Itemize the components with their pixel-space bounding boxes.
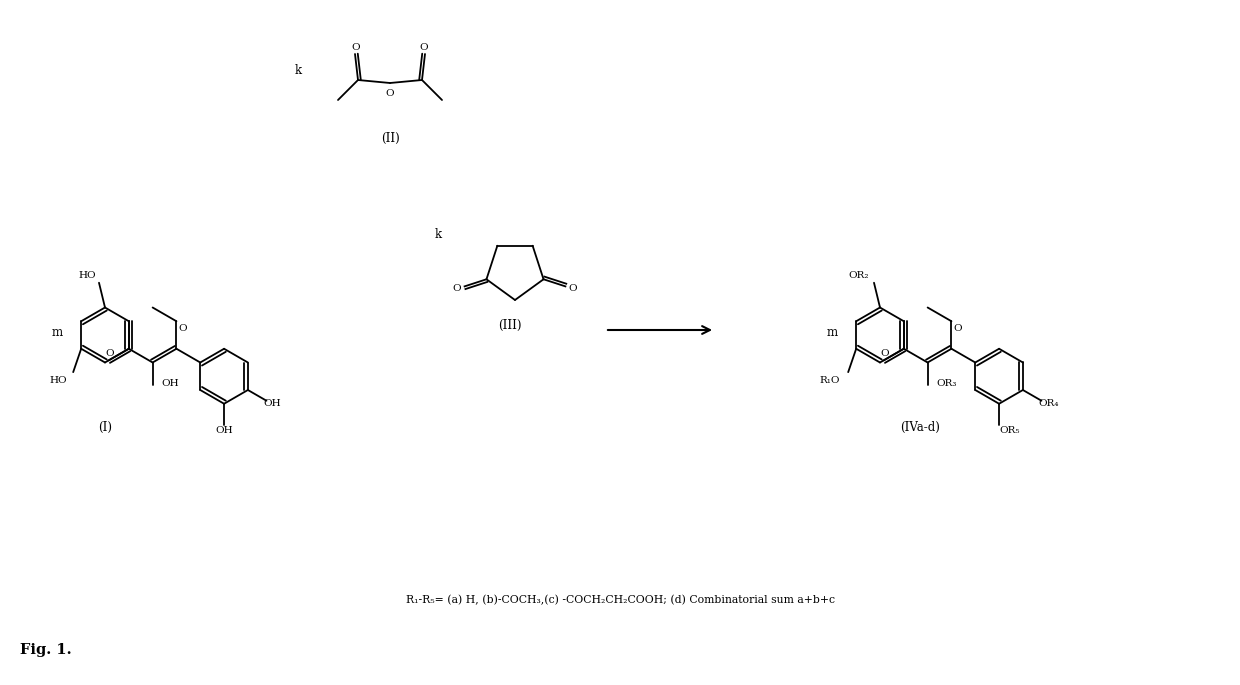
Text: OR₅: OR₅	[999, 425, 1019, 435]
Text: O: O	[179, 324, 187, 333]
Text: (I): (I)	[98, 421, 112, 434]
Text: OH: OH	[216, 425, 233, 435]
Text: k: k	[435, 229, 443, 242]
Text: OR₄: OR₄	[1039, 399, 1059, 408]
Text: O: O	[419, 42, 428, 51]
Text: R₁-R₅= (a) H, (b)-COCH₃,(c) -COCH₂CH₂COOH; (d) Combinatorial sum a+b+c: R₁-R₅= (a) H, (b)-COCH₃,(c) -COCH₂CH₂COO…	[405, 595, 835, 605]
Text: OH: OH	[264, 399, 281, 408]
Text: (ΙΙΙ): (ΙΙΙ)	[498, 319, 522, 332]
Text: R₁O: R₁O	[820, 375, 841, 384]
Text: OH: OH	[161, 379, 180, 388]
Text: Fig. 1.: Fig. 1.	[20, 643, 72, 657]
Text: O: O	[386, 88, 394, 97]
Text: O: O	[453, 284, 461, 293]
Text: k: k	[295, 64, 303, 77]
Text: O: O	[954, 324, 962, 333]
Text: HO: HO	[50, 375, 67, 384]
Text: m: m	[52, 325, 63, 338]
Text: O: O	[352, 42, 361, 51]
Text: O: O	[880, 349, 889, 358]
Text: OR₃: OR₃	[936, 379, 957, 388]
Text: O: O	[569, 284, 578, 293]
Text: HO: HO	[78, 271, 95, 280]
Text: (II): (II)	[381, 132, 399, 145]
Text: OR₂: OR₂	[848, 271, 869, 280]
Text: m: m	[827, 325, 838, 338]
Text: (IVa-d): (IVa-d)	[900, 421, 940, 434]
Text: O: O	[105, 349, 114, 358]
